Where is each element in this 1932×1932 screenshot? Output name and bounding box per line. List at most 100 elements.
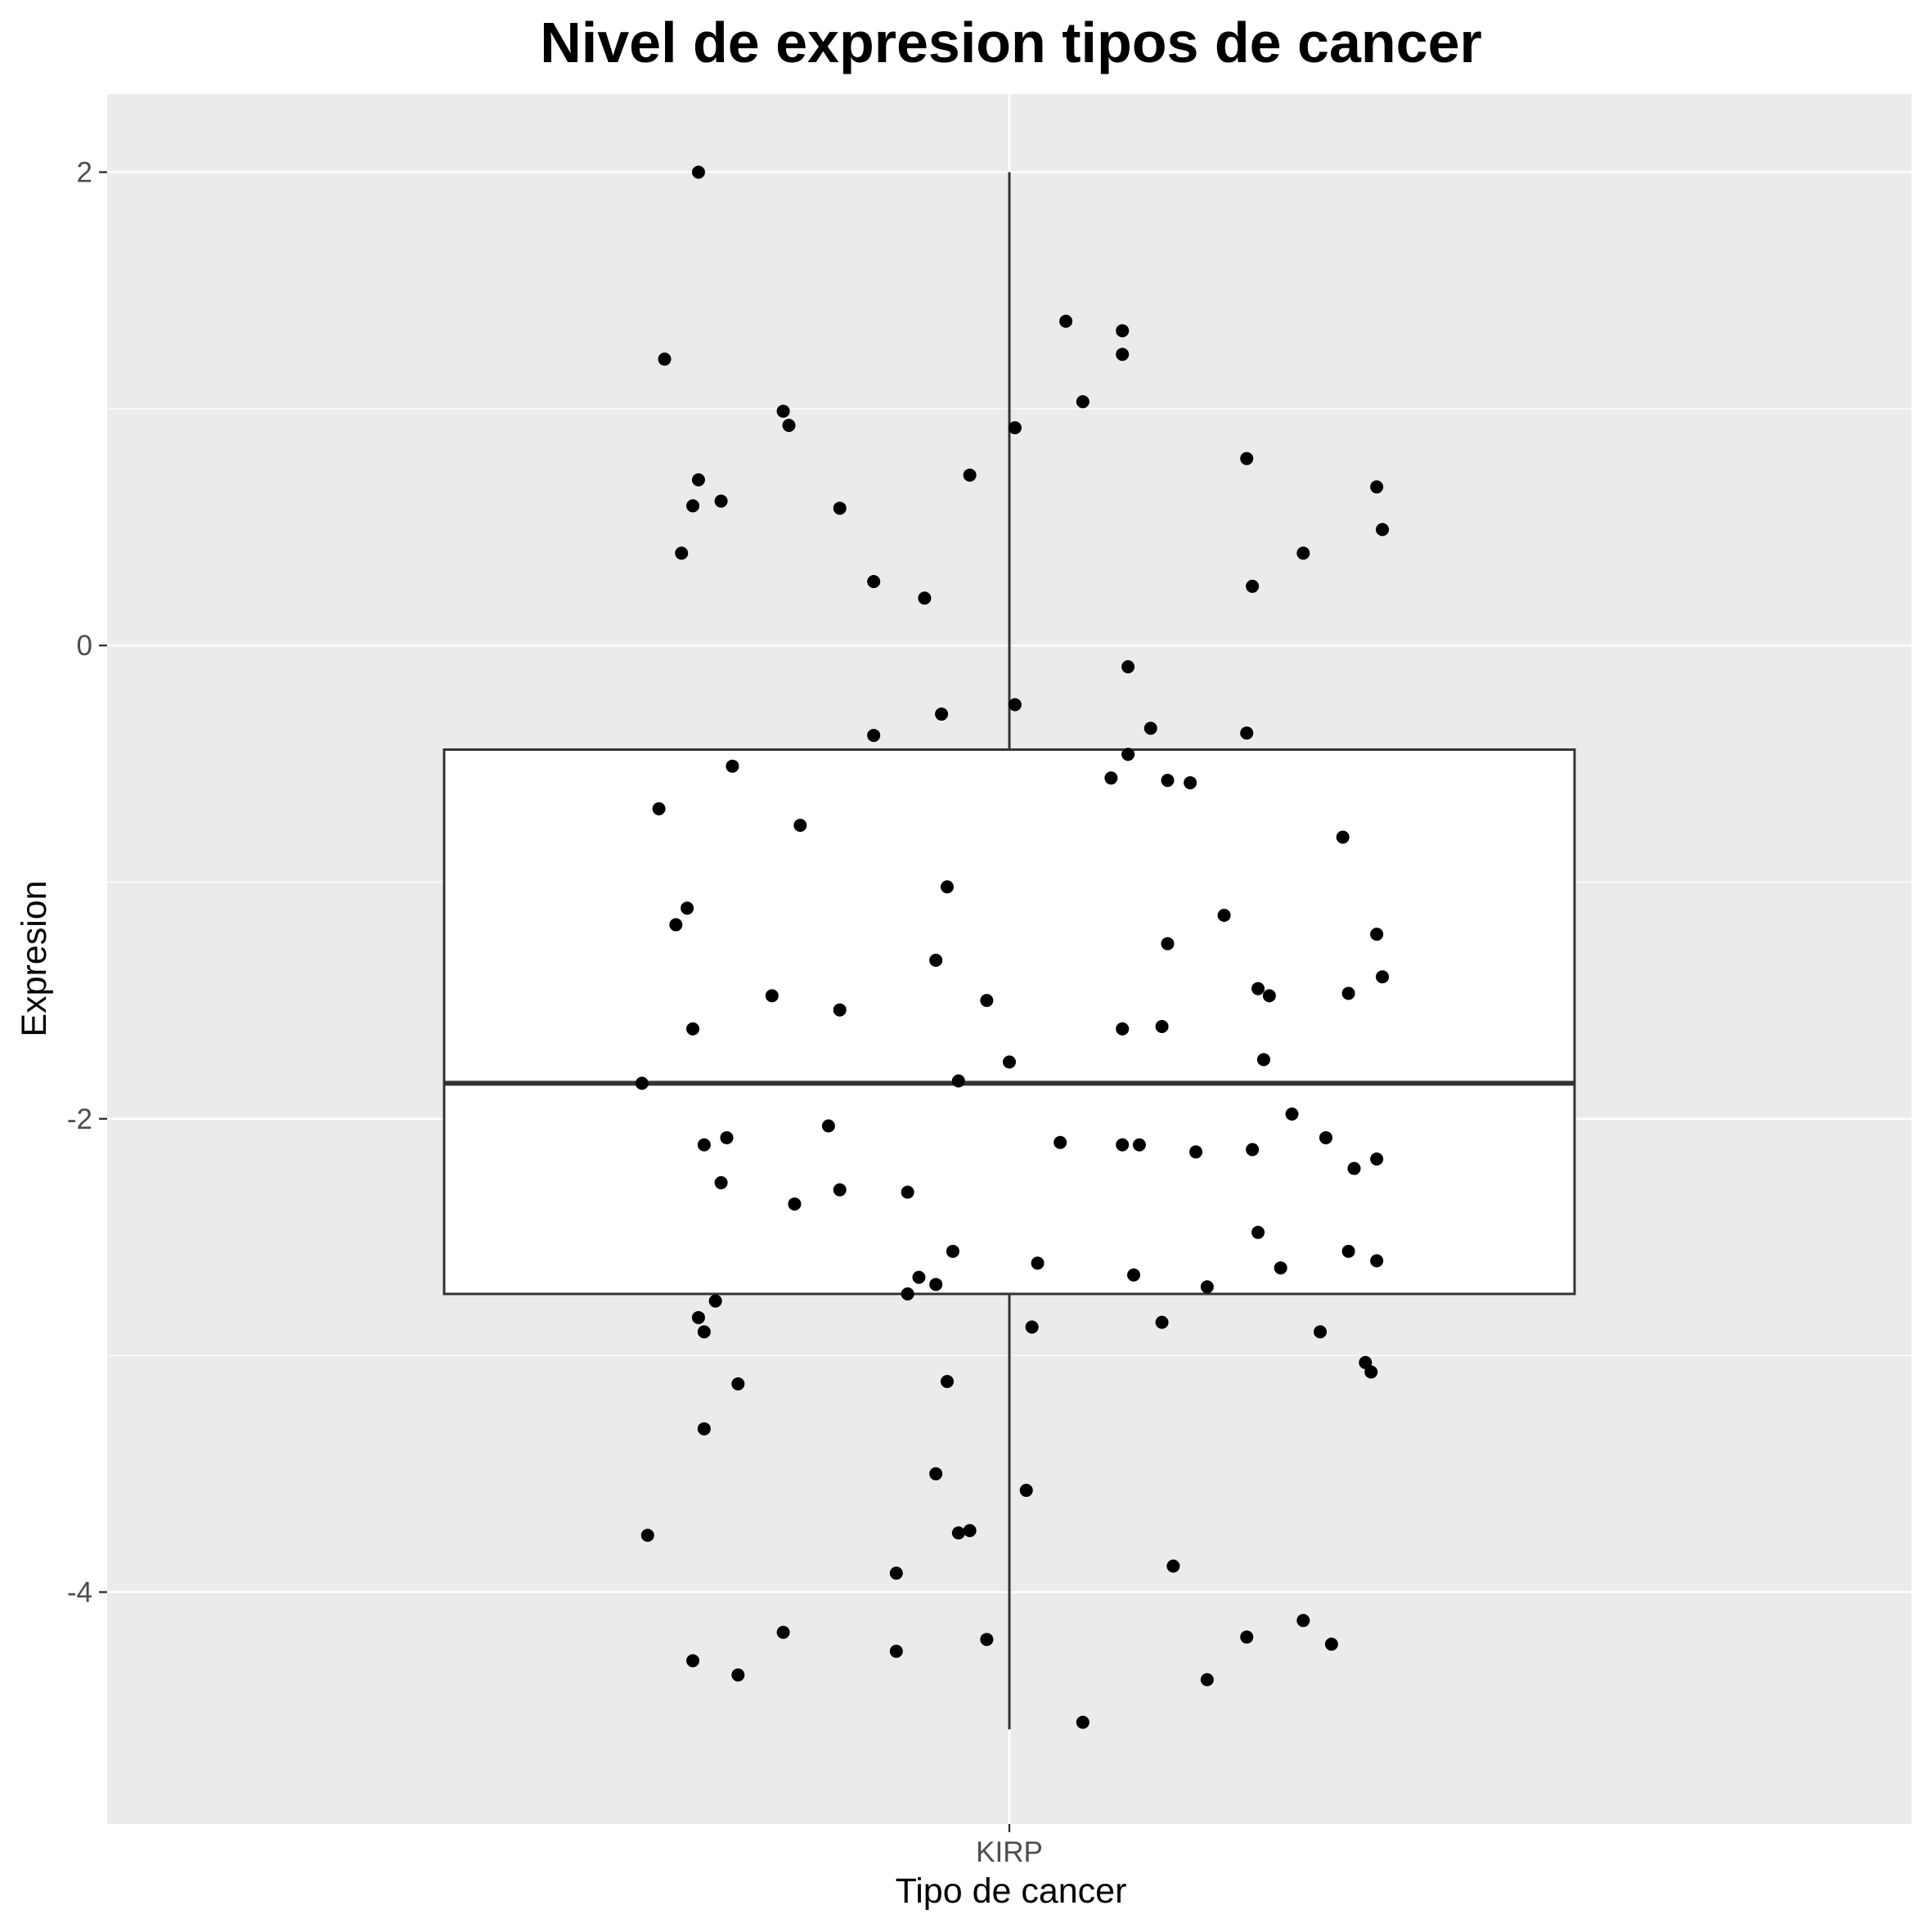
data-point: [776, 1625, 790, 1639]
data-point: [708, 1294, 722, 1308]
data-point: [889, 1566, 903, 1580]
data-point: [1240, 726, 1254, 740]
data-point: [1376, 970, 1390, 984]
data-point: [1116, 1138, 1130, 1152]
data-point: [1370, 1254, 1384, 1268]
chart-title: Nivel de expresion tipos de cancer: [540, 11, 1482, 74]
data-points: [635, 165, 1390, 1729]
data-point: [1240, 452, 1254, 465]
data-point: [935, 708, 949, 721]
data-point: [1341, 986, 1355, 1000]
data-point: [1008, 698, 1022, 712]
data-point: [697, 1138, 711, 1152]
data-point: [731, 1377, 745, 1391]
data-point: [686, 499, 700, 513]
data-point: [1359, 1355, 1373, 1369]
data-point: [1166, 1559, 1180, 1573]
data-point: [658, 353, 672, 366]
data-point: [929, 1278, 943, 1292]
data-point: [821, 1119, 835, 1133]
data-point: [833, 501, 847, 515]
y-axis-ticks: 2 0 -2 -4: [67, 156, 107, 1608]
data-point: [1319, 1130, 1332, 1144]
data-point: [731, 1668, 745, 1682]
data-point: [1251, 982, 1265, 995]
data-point: [951, 1526, 965, 1540]
data-point: [1256, 1053, 1270, 1067]
data-point: [1116, 324, 1130, 338]
data-point: [691, 473, 705, 487]
data-point: [1143, 721, 1157, 735]
x-axis-ticks: KIRP: [976, 1824, 1043, 1868]
data-point: [1200, 1673, 1214, 1687]
interquartile-box: [443, 748, 1576, 1296]
data-point: [1127, 1268, 1141, 1282]
data-point: [765, 989, 779, 1003]
data-point: [940, 880, 954, 894]
data-point: [889, 1644, 903, 1658]
data-point: [1189, 1145, 1203, 1159]
data-point: [1121, 748, 1135, 762]
data-point: [1200, 1280, 1214, 1294]
y-tick-label: -4: [67, 1576, 92, 1608]
data-point: [1274, 1261, 1287, 1275]
data-point: [782, 419, 796, 433]
data-point: [697, 1422, 711, 1436]
data-point: [720, 1130, 734, 1144]
data-point: [833, 1183, 847, 1197]
data-point: [640, 1529, 654, 1543]
data-point: [1370, 1152, 1384, 1166]
data-point: [681, 901, 694, 915]
data-point: [686, 1022, 700, 1036]
data-point: [1121, 660, 1135, 674]
data-point: [1059, 314, 1073, 328]
data-point: [1031, 1256, 1045, 1270]
data-point: [1246, 579, 1260, 593]
data-point: [1251, 1225, 1265, 1239]
data-point: [1116, 348, 1130, 362]
y-tick-label: 0: [77, 630, 92, 662]
data-point: [714, 1175, 728, 1189]
data-point: [940, 1374, 954, 1388]
data-point: [833, 1003, 847, 1017]
data-point: [1324, 1638, 1338, 1651]
data-point: [1296, 546, 1310, 560]
y-tick-label: 2: [77, 156, 92, 188]
data-point: [1008, 420, 1022, 434]
y-axis-title: Expresion: [15, 880, 54, 1036]
data-point: [1184, 775, 1197, 789]
data-point: [1341, 1244, 1355, 1258]
data-point: [1296, 1614, 1310, 1628]
data-point: [1155, 1315, 1169, 1329]
data-point: [1161, 774, 1175, 788]
data-point: [1285, 1108, 1299, 1121]
kirp-box: [443, 172, 1576, 1730]
x-tick-label: KIRP: [976, 1836, 1043, 1868]
data-point: [1262, 989, 1276, 1003]
data-point: [1025, 1320, 1039, 1334]
data-point: [776, 404, 790, 418]
data-point: [652, 802, 666, 815]
data-point: [635, 1076, 649, 1090]
data-point: [675, 546, 689, 560]
data-point: [963, 468, 977, 482]
data-point: [793, 819, 807, 833]
data-point: [1155, 1019, 1169, 1033]
data-point: [1161, 937, 1175, 950]
data-point: [1246, 1143, 1260, 1157]
data-point: [1376, 523, 1390, 537]
data-point: [867, 575, 881, 589]
data-point: [963, 1524, 977, 1538]
data-point: [726, 759, 739, 773]
data-point: [901, 1185, 914, 1199]
data-point: [1364, 1365, 1378, 1379]
data-point: [1314, 1325, 1328, 1339]
data-point: [867, 729, 881, 743]
data-point: [1336, 830, 1350, 844]
data-point: [1370, 928, 1384, 941]
data-point: [1240, 1630, 1254, 1644]
data-point: [980, 994, 994, 1008]
data-point: [918, 591, 932, 605]
data-point: [1003, 1055, 1016, 1069]
